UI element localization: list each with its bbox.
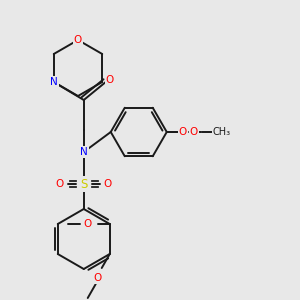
Text: O: O	[94, 273, 102, 283]
Text: O: O	[106, 75, 114, 85]
Text: O: O	[56, 179, 64, 189]
Text: S: S	[80, 178, 87, 190]
Text: N: N	[50, 77, 58, 87]
Text: N: N	[80, 147, 88, 157]
Text: O: O	[190, 127, 198, 137]
Text: CH₃: CH₃	[213, 127, 231, 137]
Text: O: O	[84, 219, 92, 229]
Text: O: O	[74, 35, 82, 45]
Text: O: O	[103, 179, 112, 189]
Text: O: O	[178, 127, 187, 137]
